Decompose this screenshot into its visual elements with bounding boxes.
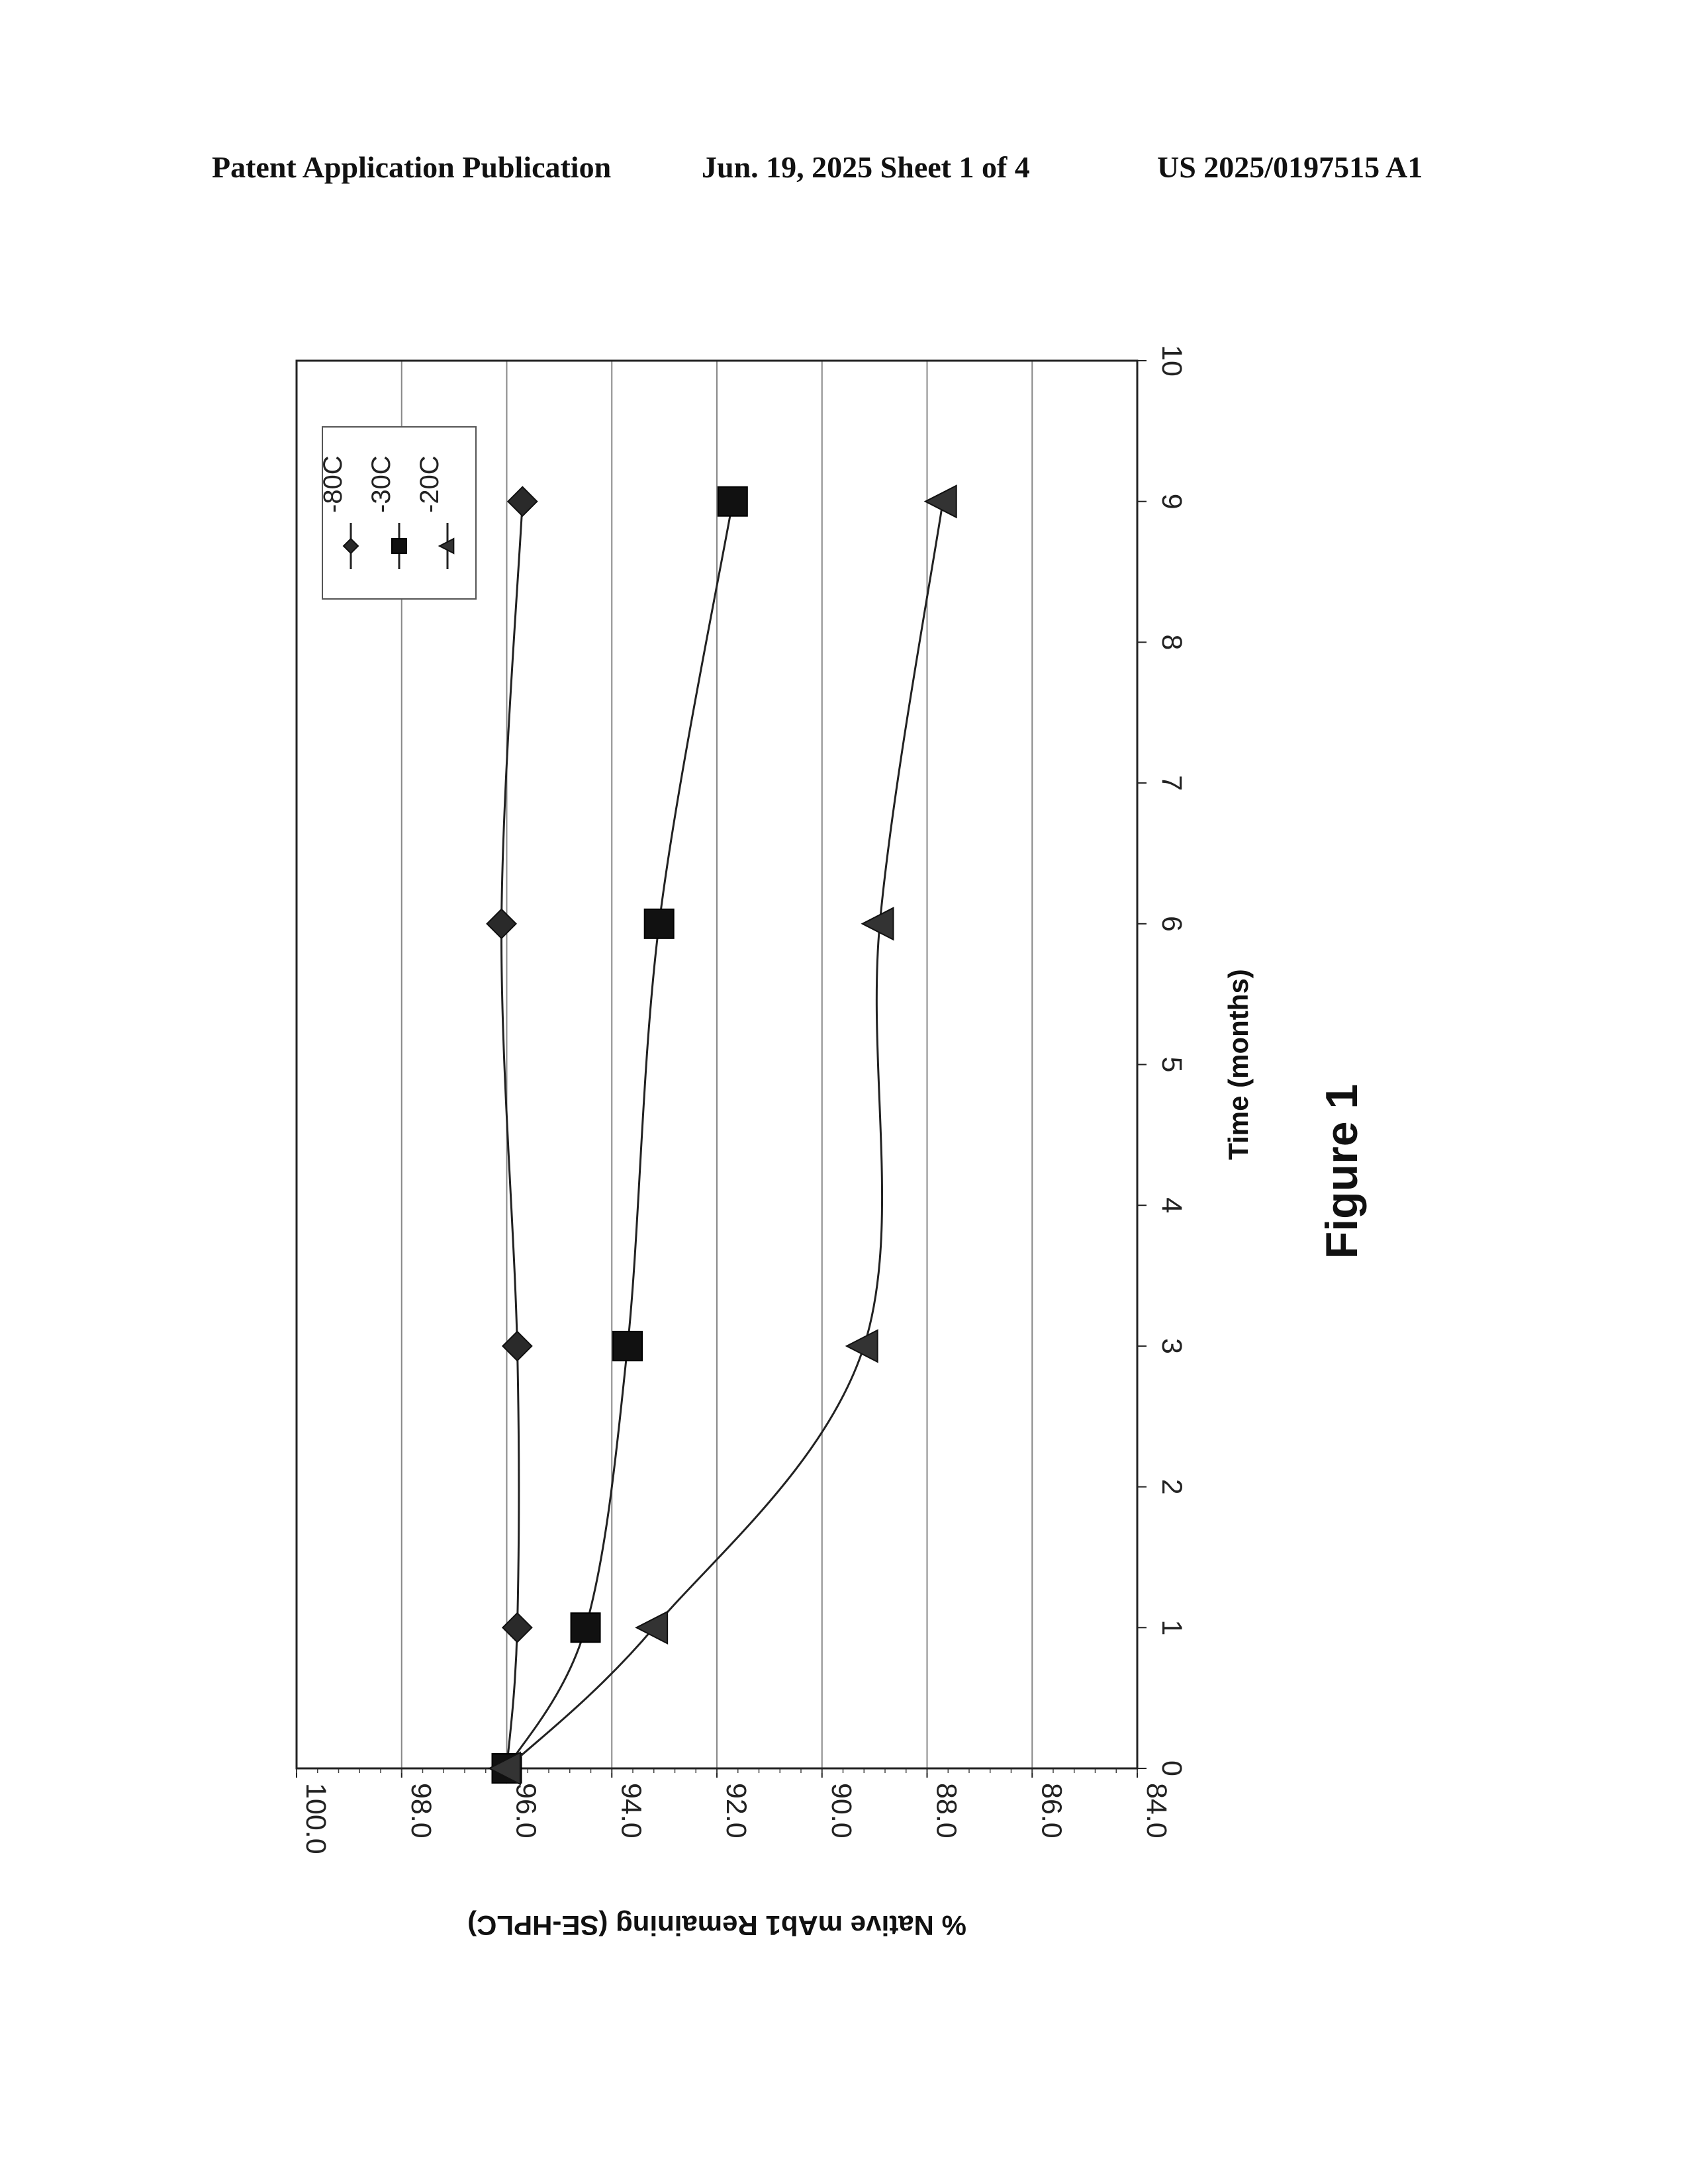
legend: -80C -30C -20C	[318, 427, 476, 599]
y-tick-label: 86.0	[1035, 1783, 1067, 1839]
y-tick-label: 98.0	[405, 1783, 437, 1839]
figure-caption: Figure 1	[1317, 1084, 1367, 1259]
x-tick-label: 5	[1156, 1057, 1188, 1073]
data-point--30C	[645, 909, 674, 938]
y-tick-label: 84.0	[1141, 1783, 1172, 1839]
y-axis-title: % Native mAb1 Remaining (SE-HPLC)	[467, 1910, 966, 1941]
x-tick-label: 7	[1156, 775, 1188, 791]
y-tick-label: 94.0	[615, 1783, 647, 1839]
x-tick-label: 3	[1156, 1338, 1188, 1354]
x-tick-label: 9	[1156, 494, 1188, 510]
x-tick-label: 0	[1156, 1760, 1188, 1776]
x-tick-label: 1	[1156, 1619, 1188, 1635]
legend-label: -30C	[367, 455, 396, 513]
y-tick-label: 96.0	[510, 1783, 542, 1839]
data-point--30C	[613, 1332, 642, 1361]
y-tick-label: 90.0	[825, 1783, 857, 1839]
x-tick-label: 10	[1156, 345, 1188, 377]
legend-label: -80C	[318, 455, 348, 513]
data-point--30C	[571, 1613, 600, 1642]
x-tick-label: 6	[1156, 916, 1188, 932]
x-tick-label: 8	[1156, 634, 1188, 650]
data-point--30C	[718, 487, 747, 516]
y-tick-label: 92.0	[720, 1783, 752, 1839]
legend-label: -20C	[415, 455, 444, 513]
legend-marker--30C	[392, 539, 406, 553]
y-tick-label: 100.0	[300, 1783, 332, 1854]
y-tick-label: 88.0	[931, 1783, 962, 1839]
x-axis-title: Time (months)	[1223, 969, 1254, 1160]
x-tick-label: 4	[1156, 1197, 1188, 1213]
x-tick-label: 2	[1156, 1479, 1188, 1495]
